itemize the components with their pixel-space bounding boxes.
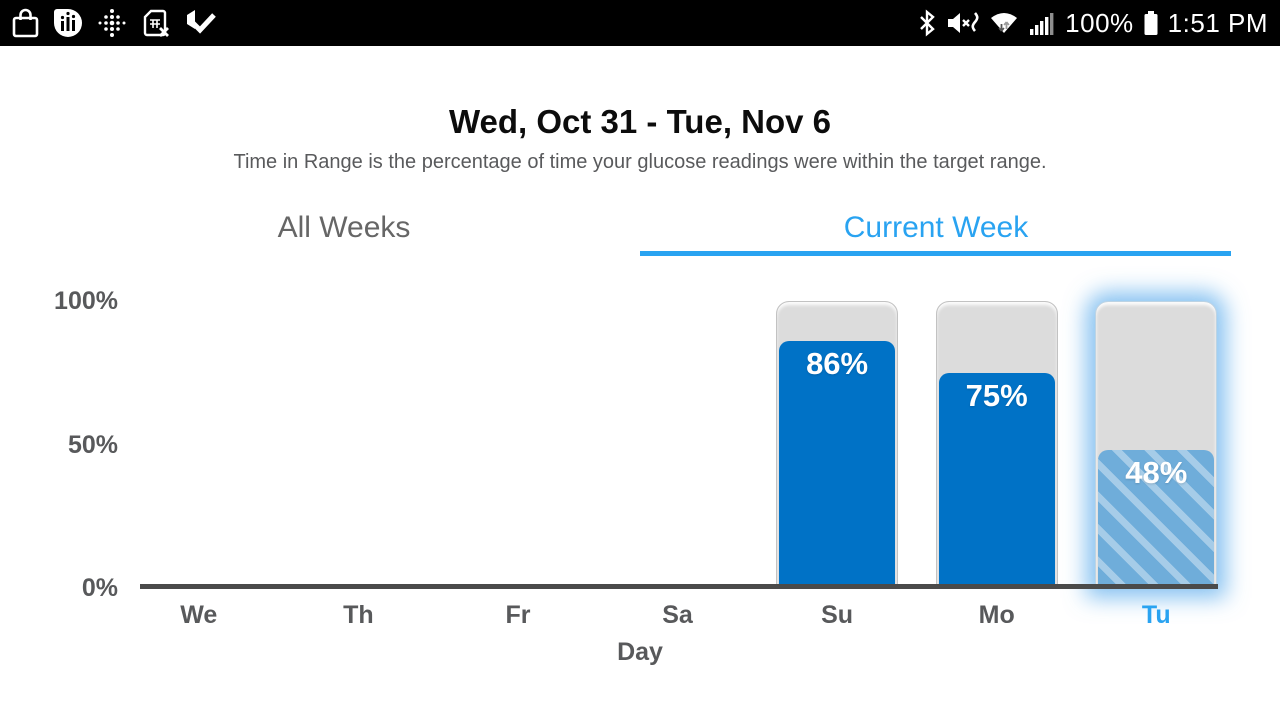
x-tick-mo[interactable]: Mo [978, 601, 1015, 629]
x-axis-labels: We Th Fr Sa Su Mo Tu [119, 601, 1236, 630]
battery-percent-label: 100% [1065, 7, 1134, 38]
wifi-icon [989, 9, 1019, 37]
cell-signal-icon [1028, 9, 1056, 37]
x-axis-line [140, 584, 1218, 589]
x-tick-we[interactable]: We [180, 601, 218, 629]
bluetooth-icon [917, 9, 937, 37]
time-in-range-description: Time in Range is the percentage of time … [233, 151, 1047, 173]
battery-icon [1143, 9, 1159, 37]
chart-column-we [119, 301, 279, 589]
x-tick-tu[interactable]: Tu [1141, 601, 1171, 629]
bar-value-label: 86% [806, 346, 869, 382]
date-range-title: Wed, Oct 31 - Tue, Nov 6 [448, 103, 832, 140]
status-bar: 100% 1:51 PM [0, 0, 1280, 46]
chart-column-th [279, 301, 439, 589]
y-tick-50: 50% [67, 430, 118, 459]
chart-column-sa [598, 301, 758, 589]
bar-track-su[interactable]: 86% [776, 301, 899, 589]
bag-icon [12, 8, 39, 38]
bar-fill-su[interactable]: 86% [779, 341, 896, 589]
tab-all-weeks[interactable]: All Weeks [277, 211, 411, 244]
status-bar-system-icons: 100% 1:51 PM [917, 8, 1268, 39]
status-bar-notification-icons [12, 8, 217, 38]
chart-bubble-icon [53, 8, 83, 38]
bar-value-label: 75% [965, 377, 1028, 413]
bar-fill-mo[interactable]: 75% [938, 372, 1055, 589]
play-protect-check-icon [185, 8, 217, 38]
plot-area: 86% 75% 48% [119, 301, 1236, 589]
fitbit-dots-icon [97, 8, 127, 38]
bar-fill-tu[interactable]: 48% [1098, 450, 1215, 589]
chart-column-tu: 48% [1076, 301, 1236, 589]
x-tick-su[interactable]: Su [821, 601, 854, 629]
x-tick-fr[interactable]: Fr [505, 601, 531, 629]
mute-vibrate-icon [946, 9, 980, 37]
y-tick-0: 0% [81, 574, 118, 602]
x-tick-th[interactable]: Th [343, 601, 374, 629]
chart-column-mo: 75% [917, 301, 1077, 589]
tab-current-week[interactable]: Current Week [843, 211, 1029, 244]
bar-track-mo[interactable]: 75% [935, 301, 1058, 589]
active-tab-underline [640, 251, 1231, 256]
bar-value-label: 48% [1125, 455, 1188, 491]
bar-track-tu[interactable]: 48% [1095, 301, 1218, 589]
chart-column-fr [438, 301, 598, 589]
clock-label: 1:51 PM [1167, 7, 1268, 38]
x-tick-sa[interactable]: Sa [662, 601, 693, 629]
y-tick-100: 100% [54, 287, 118, 315]
x-axis-title: Day [617, 638, 663, 666]
sim-missing-icon [141, 8, 171, 38]
chart-column-su: 86% [757, 301, 917, 589]
